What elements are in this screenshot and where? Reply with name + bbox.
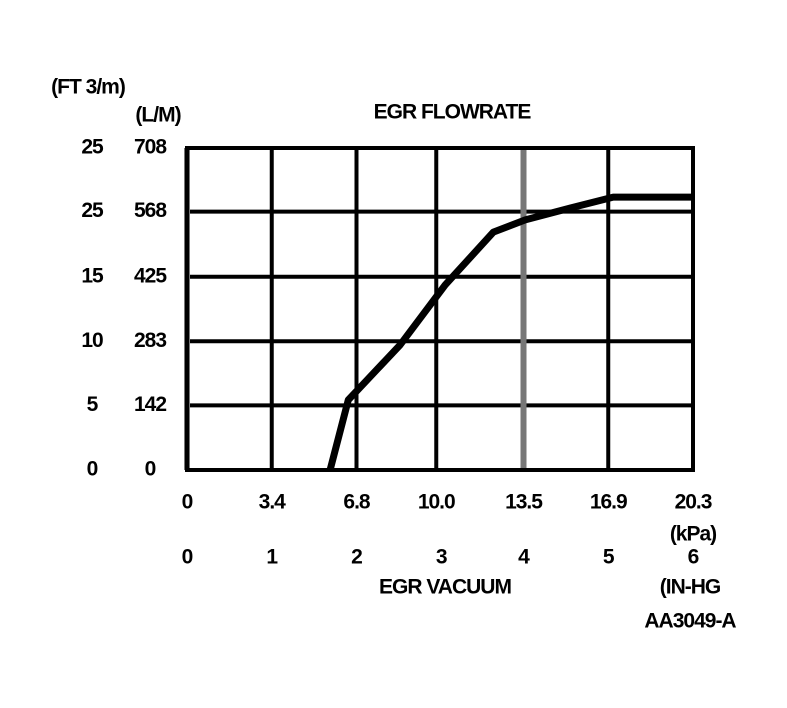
x-tick-label: 20.3	[675, 491, 712, 514]
y-alt-tick-label: 0	[87, 458, 98, 481]
x-tick-label: 16.9	[590, 491, 627, 514]
y-alt-tick-label: 25	[81, 199, 104, 222]
x-alt-tick-label: 4	[518, 546, 530, 569]
x-tick-label: 3.4	[259, 491, 287, 514]
chart-title: EGR FLOWRATE	[374, 101, 532, 124]
y-label: (L/M)	[135, 104, 180, 127]
y-tick-label: 0	[145, 458, 156, 481]
y-tick-label: 568	[134, 199, 167, 222]
y-tick-label: 425	[134, 264, 167, 287]
y-alt-tick-label: 5	[87, 393, 99, 416]
x-alt-tick-label: 6	[688, 546, 699, 569]
flow-line	[326, 193, 693, 471]
x-tick-label: 13.5	[505, 491, 543, 514]
y-alt-tick-label: 15	[81, 264, 104, 287]
x-alt-tick-label: 3	[436, 546, 447, 569]
figure-id: AA3049-A	[644, 610, 736, 633]
x-alt-tick-label: 0	[182, 546, 193, 569]
x-caption: EGR VACUUM	[379, 576, 511, 599]
x-alt-label: (IN-HG	[660, 576, 721, 599]
x-alt-tick-label: 2	[351, 546, 362, 569]
x-alt-tick-label: 1	[266, 546, 278, 569]
y-tick-label: 708	[134, 136, 167, 159]
x-label: (kPa)	[670, 523, 716, 546]
plot-frame	[185, 146, 695, 472]
y-alt-tick-label: 25	[81, 136, 104, 159]
y-tick-label: 283	[134, 329, 166, 352]
y-tick-label: 142	[134, 393, 166, 416]
x-tick-label: 6.8	[343, 491, 371, 514]
y-alt-label: (FT 3/m)	[51, 76, 125, 99]
x-tick-label: 10.0	[418, 491, 455, 514]
y-alt-tick-label: 10	[81, 329, 103, 352]
x-tick-label: 0	[182, 491, 193, 514]
x-alt-tick-label: 5	[603, 546, 615, 569]
